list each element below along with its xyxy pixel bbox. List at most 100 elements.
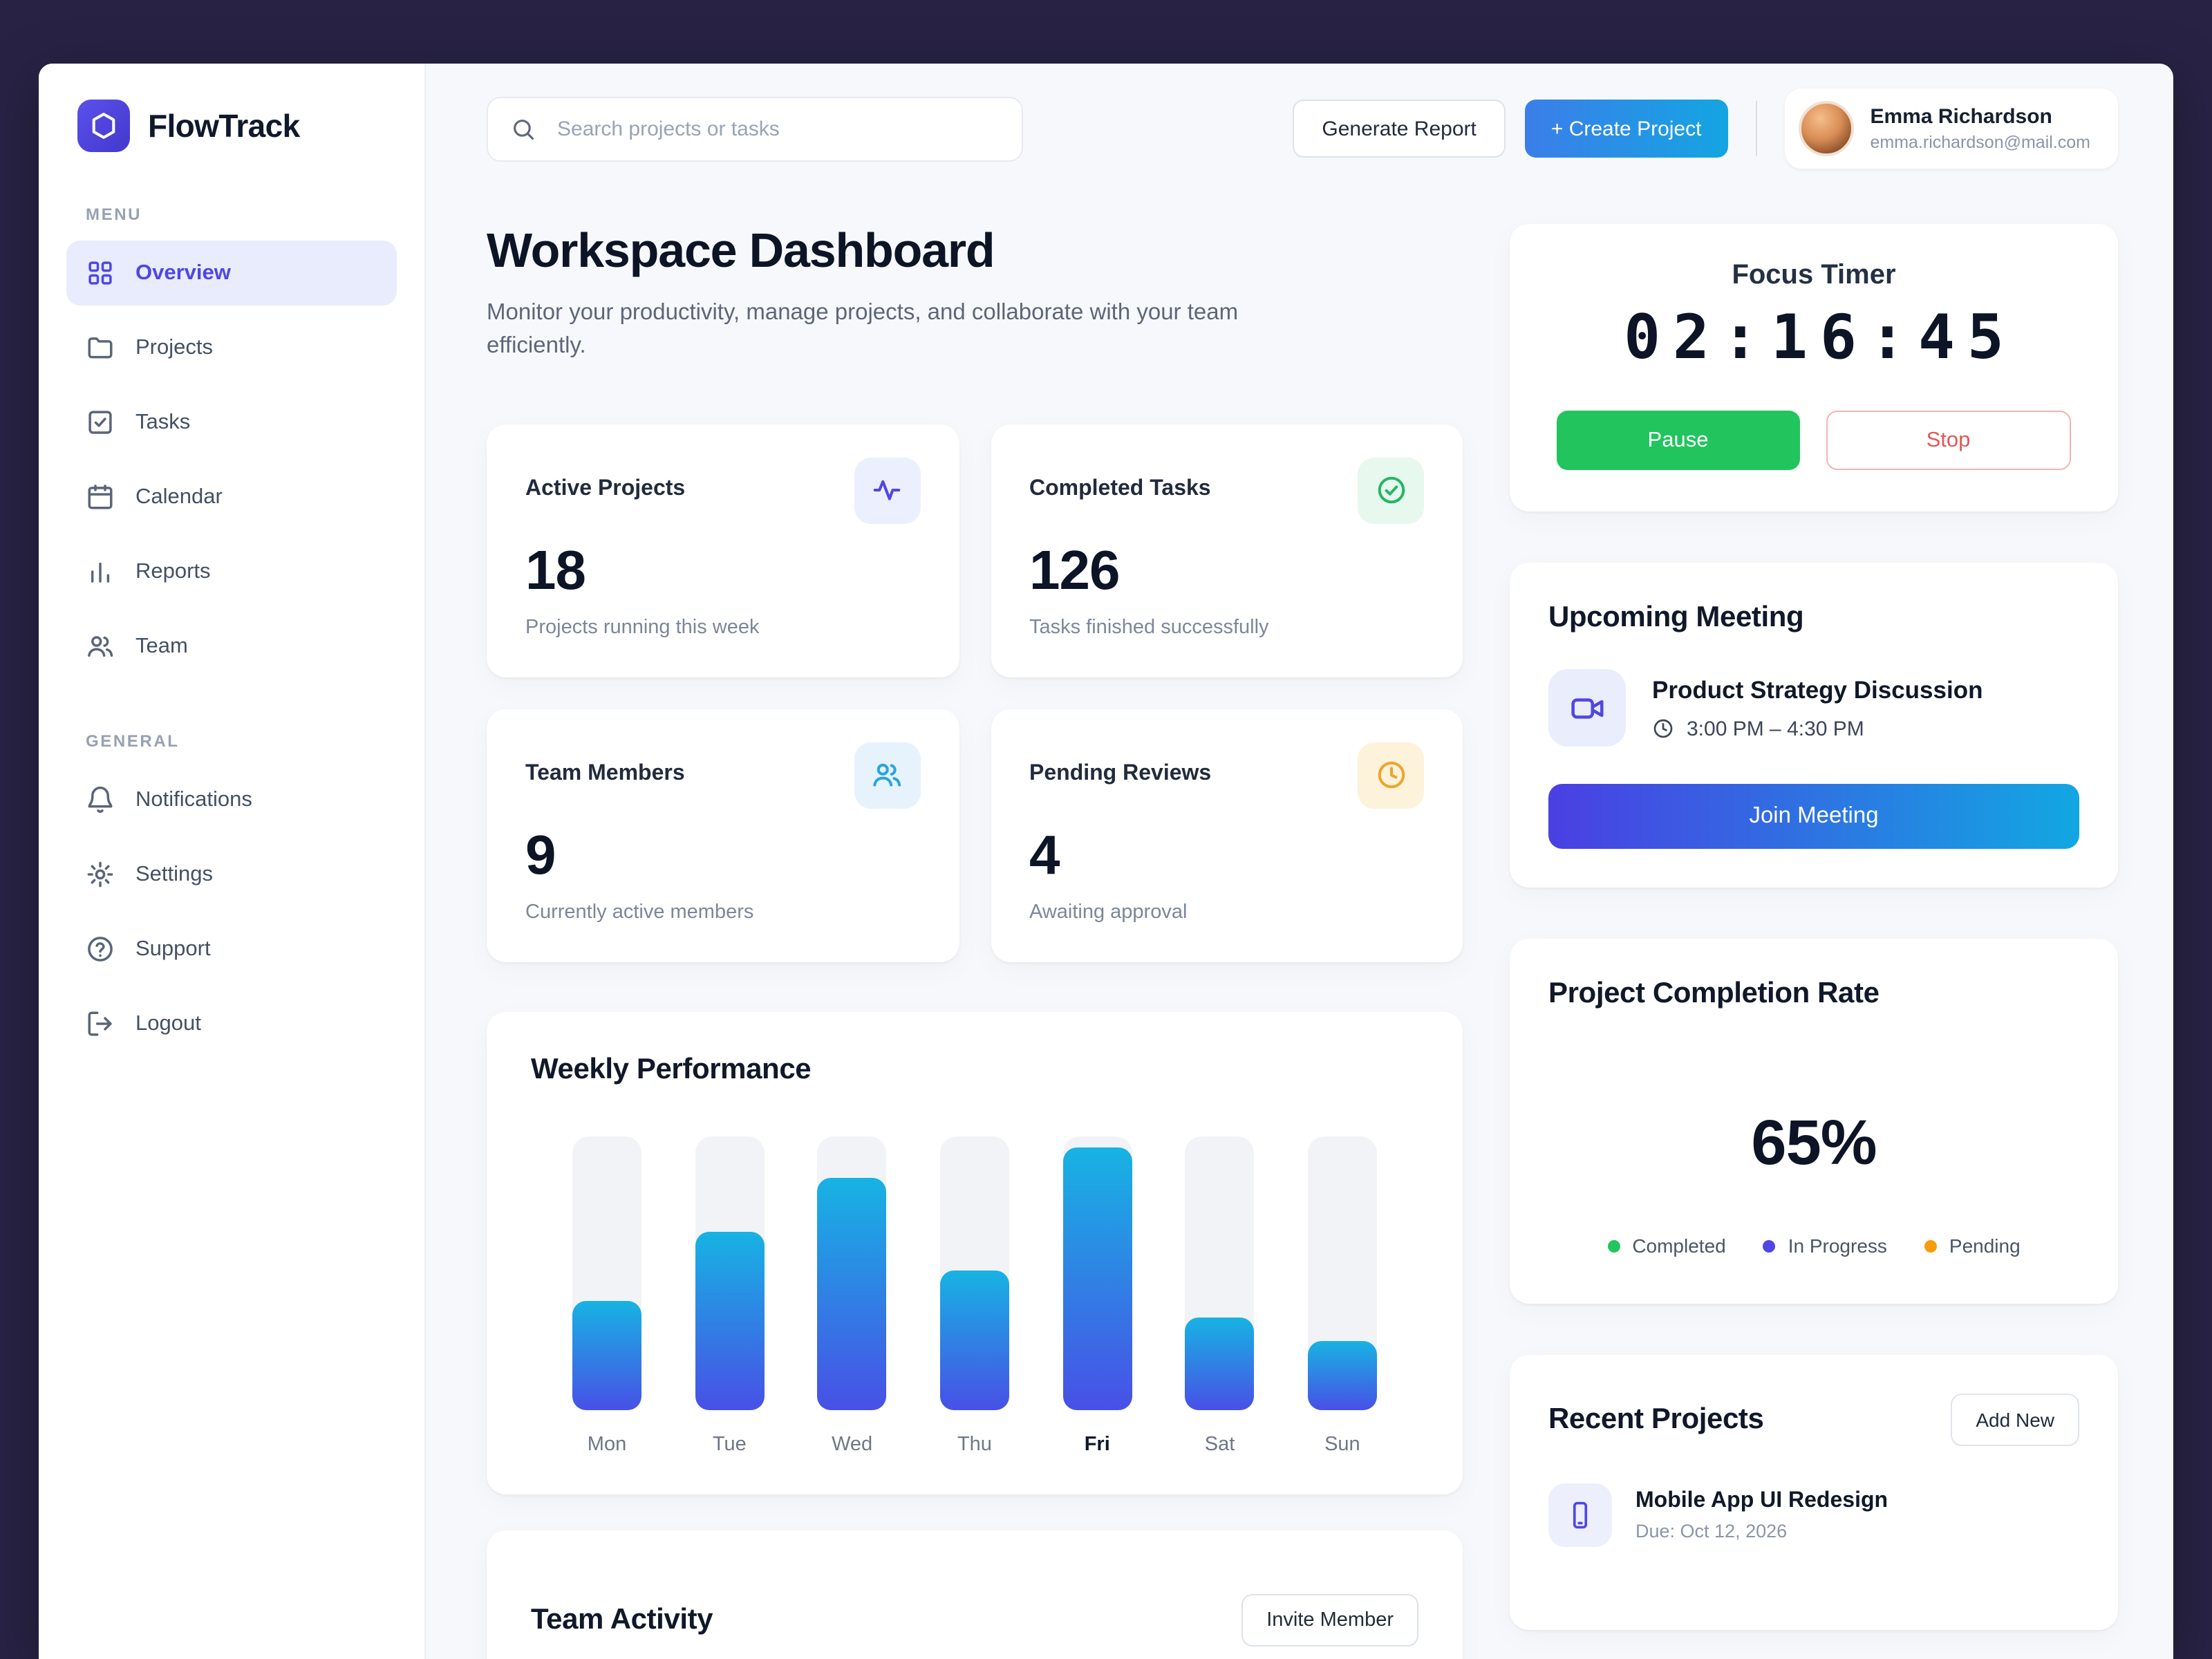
- menu-section-label: MENU: [86, 205, 142, 224]
- search-input[interactable]: [554, 115, 1000, 142]
- sidebar-item-calendar[interactable]: Calendar: [66, 465, 397, 529]
- sidebar-item-logout[interactable]: Logout: [66, 991, 397, 1056]
- bar-label: Sun: [1324, 1433, 1360, 1456]
- weekly-performance-card: Weekly Performance Mon Tue Wed Thu Fri Sat Sun: [487, 1011, 1463, 1494]
- bar-track: [1062, 1136, 1132, 1410]
- legend-dot-icon: [1607, 1239, 1620, 1252]
- stat-card-team-members: Team Members 9 Currently active members: [487, 709, 959, 962]
- bell-icon: [88, 787, 113, 813]
- generate-report-button[interactable]: Generate Report: [1293, 100, 1506, 158]
- sidebar-item-overview[interactable]: Overview: [66, 241, 397, 306]
- search-box[interactable]: [487, 96, 1023, 161]
- upcoming-meeting-title: Upcoming Meeting: [1548, 601, 1804, 633]
- completion-rate-value: 65%: [1751, 1106, 1877, 1178]
- stat-caption: Projects running this week: [525, 616, 760, 639]
- stat-caption: Currently active members: [525, 901, 754, 924]
- general-section-label: GENERAL: [86, 731, 180, 751]
- sidebar-item-label: Calendar: [135, 485, 223, 508]
- bar-track: [1307, 1136, 1377, 1410]
- stat-value: 18: [525, 540, 586, 601]
- join-meeting-button[interactable]: Join Meeting: [1548, 784, 2079, 849]
- completion-rate-title: Project Completion Rate: [1548, 977, 1880, 1009]
- brand-name: FlowTrack: [148, 107, 300, 143]
- stats-grid: Active Projects 18 Projects running this…: [487, 424, 1463, 962]
- stat-title: Completed Tasks: [1029, 476, 1211, 500]
- left-column: Workspace Dashboard Monitor your product…: [487, 224, 1463, 1659]
- project-list-item[interactable]: Mobile App UI Redesign Due: Oct 12, 2026: [1548, 1483, 2079, 1547]
- create-project-button[interactable]: + Create Project: [1524, 100, 1728, 158]
- stop-button[interactable]: Stop: [1826, 411, 2071, 470]
- legend-dot-icon: [1924, 1239, 1937, 1252]
- bar-fill: [572, 1300, 641, 1410]
- bar-fill: [1307, 1341, 1377, 1410]
- legend-dot-icon: [1763, 1239, 1776, 1252]
- sidebar-item-label: Support: [135, 937, 211, 960]
- topbar: Generate Report + Create Project Emma Ri…: [426, 64, 2173, 169]
- check-circle-icon: [1358, 457, 1424, 524]
- legend-pending: Pending: [1924, 1235, 2021, 1257]
- avatar: [1798, 101, 1854, 156]
- recent-projects-title: Recent Projects: [1548, 1403, 1764, 1435]
- topbar-divider: [1755, 101, 1757, 156]
- bar-label: Sat: [1204, 1433, 1235, 1456]
- bar-label: Tue: [712, 1433, 747, 1456]
- stat-value: 9: [525, 825, 556, 886]
- chart-bar-sat: Sat: [1185, 1136, 1255, 1456]
- brand: FlowTrack: [66, 100, 397, 152]
- meeting-time-text: 3:00 PM – 4:30 PM: [1687, 717, 1864, 740]
- bar-track: [695, 1136, 765, 1410]
- pause-button[interactable]: Pause: [1557, 411, 1799, 470]
- grid-icon: [88, 261, 112, 285]
- focus-timer-card: Focus Timer 02:16:45 Pause Stop: [1510, 224, 2118, 512]
- sidebar-item-projects[interactable]: Projects: [66, 315, 397, 380]
- bar-fill: [1185, 1317, 1255, 1410]
- bar-fill: [695, 1232, 765, 1410]
- bar-label: Wed: [832, 1433, 873, 1456]
- search-icon: [514, 119, 534, 140]
- completion-legend: Completed In Progress Pending: [1548, 1235, 2079, 1257]
- sidebar-item-settings[interactable]: Settings: [66, 842, 397, 907]
- sidebar-item-label: Reports: [135, 559, 211, 583]
- legend-label: In Progress: [1788, 1235, 1887, 1257]
- stat-caption: Tasks finished successfully: [1029, 616, 1269, 639]
- bar-label: Fri: [1084, 1433, 1110, 1456]
- main: Workspace Dashboard Monitor your product…: [426, 169, 2173, 1659]
- logout-icon: [88, 1011, 112, 1036]
- legend-in-progress: In Progress: [1763, 1235, 1887, 1257]
- project-due-date: Due: Oct 12, 2026: [1635, 1521, 1788, 1541]
- stat-value: 4: [1029, 825, 1060, 886]
- chart-bar-fri: Fri: [1062, 1136, 1132, 1456]
- meeting-name: Product Strategy Discussion: [1652, 675, 1983, 703]
- sidebar-item-notifications[interactable]: Notifications: [66, 767, 397, 832]
- sidebar-item-label: Overview: [135, 261, 231, 284]
- flowtrack-logo-icon: [77, 100, 130, 152]
- user-profile-chip[interactable]: Emma Richardson emma.richardson@mail.com: [1784, 88, 2118, 169]
- bar-track: [939, 1136, 1009, 1410]
- chart-bar-thu: Thu: [939, 1136, 1009, 1456]
- sidebar-item-label: Projects: [135, 335, 213, 359]
- sidebar-item-reports[interactable]: Reports: [66, 539, 397, 604]
- sidebar-item-support[interactable]: Support: [66, 917, 397, 982]
- gear-icon: [87, 861, 113, 888]
- team-activity-card: Team Activity Invite Member: [487, 1530, 1463, 1659]
- sidebar-item-label: Team: [135, 634, 188, 657]
- check-square-icon: [88, 411, 112, 434]
- right-column: Focus Timer 02:16:45 Pause Stop Upcoming…: [1510, 224, 2118, 1630]
- legend-label: Pending: [1949, 1235, 2021, 1257]
- sidebar-item-label: Notifications: [135, 787, 252, 811]
- add-new-button[interactable]: Add New: [1951, 1394, 2079, 1446]
- page-subtitle: Monitor your productivity, manage projec…: [487, 300, 1239, 358]
- sidebar-item-team[interactable]: Team: [66, 614, 397, 679]
- video-camera-icon: [1548, 669, 1626, 747]
- bar-track: [817, 1136, 887, 1410]
- sidebar-item-tasks[interactable]: Tasks: [66, 390, 397, 455]
- stat-title: Pending Reviews: [1029, 761, 1212, 785]
- invite-member-button[interactable]: Invite Member: [1241, 1593, 1418, 1647]
- completion-rate-card: Project Completion Rate 65% Completed In …: [1510, 939, 2118, 1304]
- activity-icon: [854, 457, 920, 524]
- focus-timer-value: 02:16:45: [1624, 303, 2016, 373]
- project-name: Mobile App UI Redesign: [1635, 1489, 1888, 1512]
- focus-timer-title: Focus Timer: [1732, 260, 1896, 290]
- clock-icon: [1653, 719, 1673, 738]
